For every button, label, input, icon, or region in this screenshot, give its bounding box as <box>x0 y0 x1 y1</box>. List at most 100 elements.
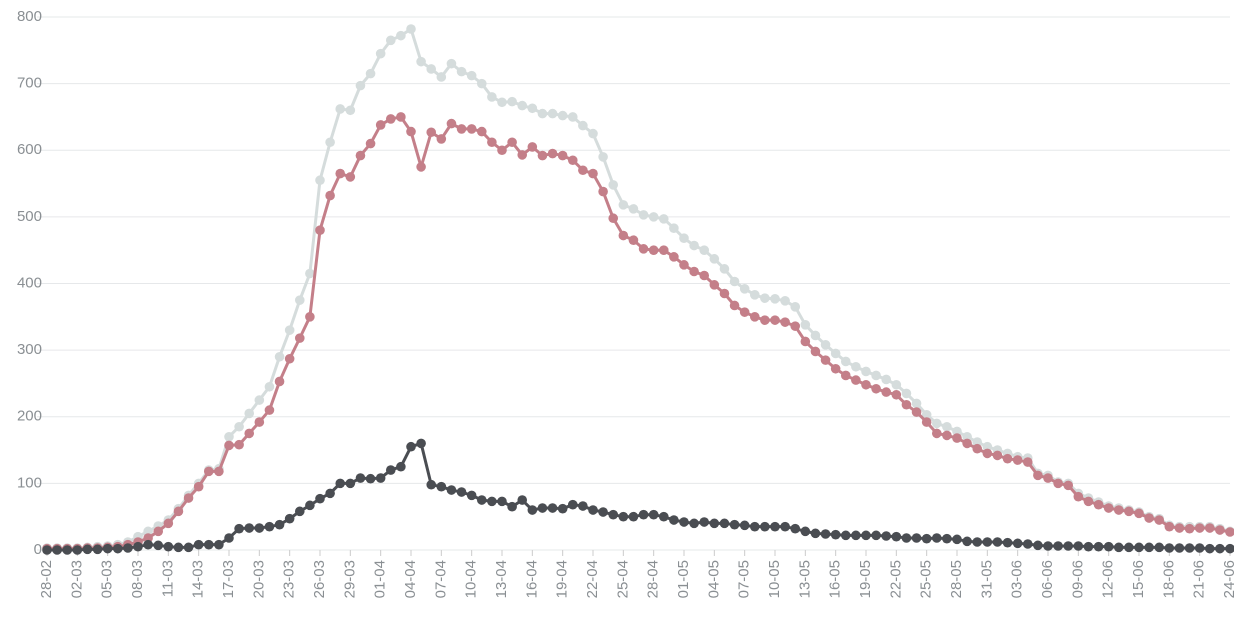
data-point <box>1103 503 1114 513</box>
data-point <box>193 481 204 492</box>
data-point <box>203 466 214 477</box>
data-point <box>345 478 356 489</box>
data-point <box>921 417 932 427</box>
x-tick-label: 23-03 <box>281 560 298 598</box>
data-point <box>1083 496 1094 507</box>
data-point <box>527 505 538 515</box>
data-point <box>648 212 659 222</box>
data-point <box>638 509 649 520</box>
y-tick-label: 600 <box>17 141 42 158</box>
data-point <box>1093 499 1104 510</box>
data-point <box>881 387 892 397</box>
data-point <box>840 530 851 541</box>
data-point <box>931 533 942 543</box>
data-point <box>365 68 376 79</box>
data-point <box>325 137 335 148</box>
data-point <box>396 112 406 122</box>
data-point <box>729 300 740 311</box>
data-point <box>193 539 204 550</box>
data-point <box>123 543 133 553</box>
data-point <box>1053 541 1063 551</box>
data-point <box>406 126 416 137</box>
data-point <box>790 321 801 331</box>
y-tick-label: 800 <box>17 8 42 25</box>
x-tick-label: 21-06 <box>1191 560 1208 598</box>
data-point <box>840 356 851 367</box>
data-point <box>547 503 558 513</box>
data-point <box>305 312 315 322</box>
data-point <box>325 190 335 201</box>
data-point <box>658 245 669 255</box>
y-tick-label: 0 <box>34 541 42 558</box>
data-point <box>669 252 679 262</box>
data-point <box>375 473 386 483</box>
data-point <box>638 210 649 220</box>
data-point <box>112 543 123 554</box>
data-point <box>456 124 467 134</box>
data-point <box>224 533 234 543</box>
data-point <box>567 112 578 122</box>
data-point <box>507 137 517 148</box>
data-point <box>709 518 720 529</box>
data-point <box>234 421 244 432</box>
data-point <box>871 530 881 541</box>
data-point <box>1093 541 1104 552</box>
data-point <box>72 545 83 555</box>
data-point <box>618 200 629 210</box>
x-tick-label: 28-05 <box>948 560 965 598</box>
data-point <box>972 443 983 454</box>
y-tick-label: 200 <box>17 408 42 425</box>
data-point <box>1043 473 1053 483</box>
x-tick-label: 28-02 <box>38 560 55 598</box>
x-tick-label: 16-04 <box>523 560 540 598</box>
data-point <box>355 80 366 91</box>
data-point <box>1174 543 1185 553</box>
data-point <box>658 214 669 224</box>
data-point <box>527 142 538 152</box>
data-point <box>780 521 790 532</box>
data-point <box>1225 543 1234 554</box>
data-point <box>679 517 689 527</box>
data-point <box>881 374 892 385</box>
data-point <box>487 137 497 148</box>
data-point <box>952 433 962 443</box>
data-point <box>547 108 558 119</box>
data-point <box>578 165 588 176</box>
data-point <box>851 530 861 541</box>
data-point <box>901 399 912 410</box>
data-point <box>143 533 153 543</box>
data-point <box>1134 542 1144 553</box>
data-point <box>699 245 710 255</box>
data-point <box>830 529 841 540</box>
data-point <box>598 507 608 517</box>
data-point <box>770 294 780 304</box>
data-point <box>1164 543 1175 553</box>
data-point <box>375 120 386 130</box>
data-point <box>992 537 1003 547</box>
series-line <box>47 441 1230 552</box>
data-point <box>891 531 902 542</box>
data-point <box>820 339 831 350</box>
data-point <box>537 150 548 161</box>
data-point <box>1012 538 1023 549</box>
data-point <box>760 315 770 325</box>
data-point <box>790 523 801 534</box>
data-point <box>1204 543 1215 554</box>
data-point <box>436 134 447 144</box>
data-point <box>800 336 811 347</box>
data-point <box>861 530 871 541</box>
data-point <box>608 180 619 190</box>
data-point <box>628 235 639 245</box>
data-point <box>729 276 740 287</box>
data-point <box>315 175 325 186</box>
data-point <box>426 127 437 138</box>
data-point <box>891 379 902 390</box>
x-tick-label: 01-04 <box>372 560 389 598</box>
data-point <box>214 539 224 550</box>
data-point <box>921 533 932 544</box>
data-point <box>962 438 972 449</box>
data-point <box>851 361 861 372</box>
data-point <box>760 521 770 532</box>
data-point <box>557 110 568 121</box>
